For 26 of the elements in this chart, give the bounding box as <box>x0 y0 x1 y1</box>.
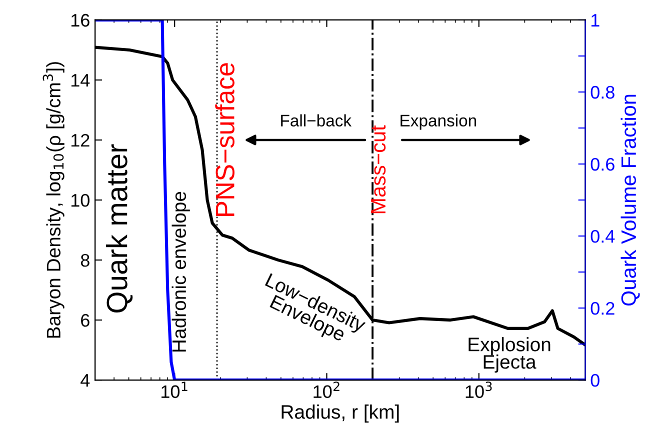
y2-tick-label: 0.2 <box>590 302 614 315</box>
y2-tick-label: 0.6 <box>590 158 614 171</box>
y-tick-label: 10 <box>71 194 90 207</box>
y-axis-title: Baryon Density, log$_{10}$(ρ [g/cm$^{3}$]) <box>42 62 64 338</box>
x-axis-title: Radius, r [km] <box>282 404 399 423</box>
y-tick-label: 16 <box>71 14 90 27</box>
y2-tick-label: 0.8 <box>590 86 614 99</box>
ref-line-label: PNS−surface <box>215 63 234 216</box>
y-tick-label: 6 <box>81 314 90 327</box>
y-tick-label: 12 <box>71 134 90 147</box>
annotation: Explosion Ejecta <box>468 337 550 373</box>
y-tick-label: 4 <box>80 374 90 387</box>
y2-tick-label: 0.4 <box>590 230 615 243</box>
annotation: Expansion <box>400 114 476 130</box>
y2-tick-label: 1 <box>591 14 600 27</box>
annotation: Quark matter <box>106 144 133 313</box>
y-tick-label: 8 <box>80 254 90 267</box>
y2-axis-title: Quark Volume Fraction <box>620 94 640 306</box>
ref-line-label: Mass−cut <box>371 125 386 214</box>
x-tick-label: 10$^{2}$ <box>314 382 340 398</box>
x-tick-label: 10$^{1}$ <box>162 382 188 398</box>
y2-tick-label: 0 <box>590 374 600 387</box>
annotation: Hadronic envelope <box>172 192 190 352</box>
annotation: Fall−back <box>281 114 352 127</box>
y-tick-label: 14 <box>71 74 90 87</box>
x-tick-label: 10$^{3}$ <box>466 382 492 398</box>
